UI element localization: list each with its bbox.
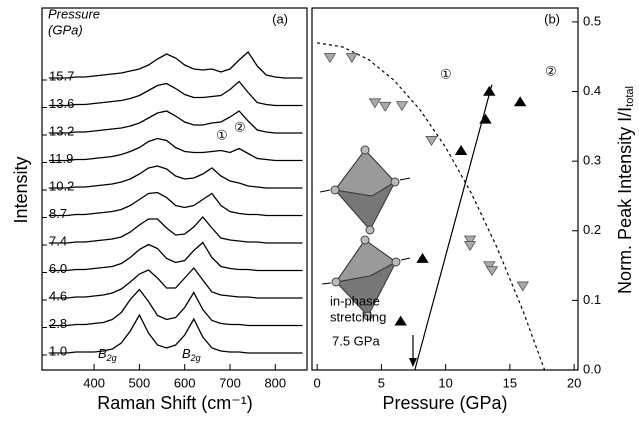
inset-text: in-phase [330,293,380,308]
x-tick-label: 500 [129,375,151,390]
x-tick-label: 20 [567,375,581,390]
trace-label: 6.0 [49,261,67,276]
trace-label: 15.7 [49,68,74,83]
peak-marker: ② [234,119,246,134]
y-axis-label: Norm. Peak Intensity I/Itotal [615,86,636,294]
annotation: 7.5 GPa [332,333,380,348]
data-point [463,241,477,252]
data-point [485,266,499,277]
trace-label: 10.2 [49,178,74,193]
data-point [345,53,359,64]
x-tick-label: 800 [264,375,286,390]
arrow-head [409,358,417,367]
series-label: ② [545,63,557,78]
trace-label: 8.7 [49,206,67,221]
y-axis-label: Intensity [11,156,31,223]
x-tick-label: 15 [503,375,517,390]
spectrum [48,165,303,189]
x-axis-label: Raman Shift (cm⁻¹) [97,393,253,413]
frame-b [311,7,579,371]
spectrum [48,216,303,244]
y-tick-label: 0.2 [583,222,601,237]
fit-line [414,84,493,371]
spectrum [48,137,303,162]
x-tick-label: 5 [378,375,385,390]
trace-label: 1.0 [49,343,67,358]
data-point [323,53,337,64]
legend-title: Pressure [48,6,100,21]
fit-line [317,42,546,371]
data-point [513,96,527,107]
spectrum [48,266,303,299]
series-label: ① [440,66,452,81]
panel-label: (b) [544,11,560,26]
trace-label: 2.8 [49,316,67,331]
y-tick-label: 0.4 [583,83,601,98]
peak-label: B2g [98,346,117,363]
data-point [425,136,438,146]
data-point [454,145,468,155]
data-point [394,315,407,326]
x-tick-label: 600 [174,375,196,390]
x-tick-label: 400 [83,375,105,390]
x-axis-label: Pressure (GPa) [382,393,507,413]
data-point [416,252,429,263]
trace-label: 4.6 [49,288,67,303]
spectrum [48,51,303,79]
spectrum [48,288,303,327]
trace-label: 13.2 [49,123,74,138]
x-tick-label: 10 [438,375,452,390]
data-point [483,261,496,272]
y-tick-label: 0.3 [583,153,601,168]
peak-marker: ① [216,127,228,142]
panel-label: (a) [272,11,288,26]
legend-title: (GPa) [48,22,83,37]
data-point [368,98,382,109]
y-tick-label: 0.1 [583,292,601,307]
inset-text: stretching [330,309,386,324]
frame-a [41,7,308,371]
data-point [379,101,392,112]
y-tick-label: 0.5 [583,13,601,28]
peak-label: B2g [182,346,201,363]
y-tick-label: 0.0 [583,361,601,376]
data-point [483,85,496,96]
data-point [479,113,492,124]
spectrum [48,110,303,134]
x-tick-label: 700 [219,375,241,390]
trace-label: 11.9 [49,151,73,166]
data-point [463,235,477,246]
spectrum [48,313,303,354]
inset-octahedra [319,145,411,321]
trace-label: 7.4 [49,233,67,248]
spectrum [48,241,303,272]
x-tick-label: 0 [314,375,321,390]
data-point [516,281,529,292]
trace-label: 13.6 [49,96,74,111]
data-point [395,101,409,112]
spectrum [48,80,303,107]
spectrum [48,191,303,217]
